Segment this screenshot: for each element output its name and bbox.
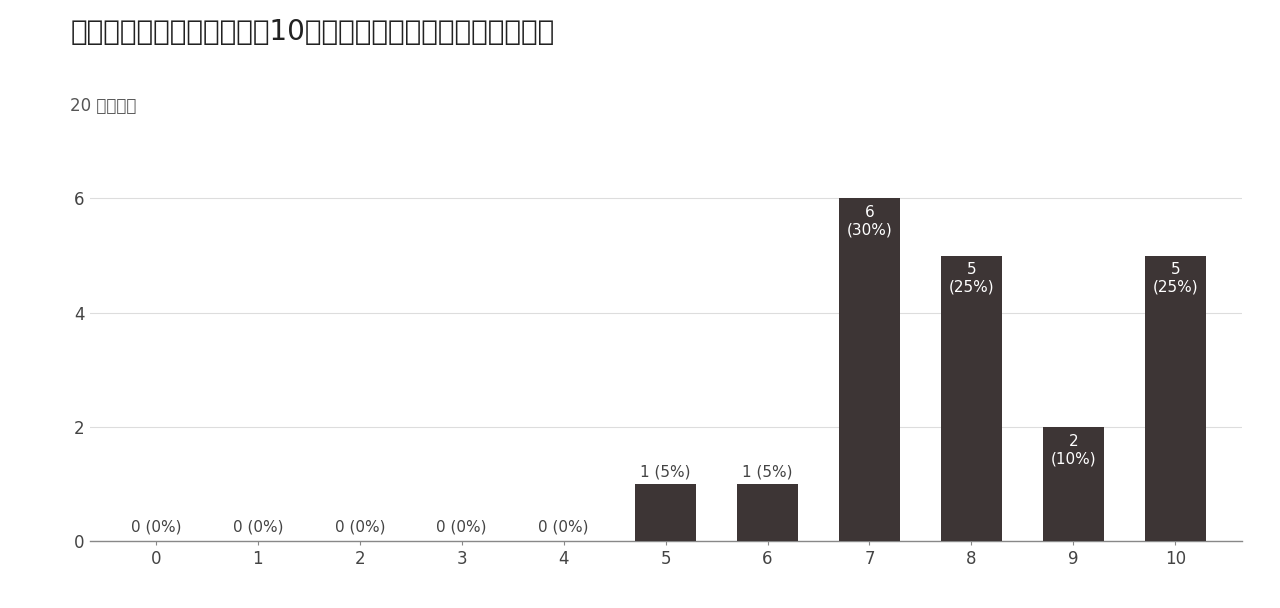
Bar: [737, 484, 799, 541]
Text: 1 (5%): 1 (5%): [640, 465, 691, 480]
Text: 0 (0%): 0 (0%): [539, 519, 589, 534]
Text: 6
(30%): 6 (30%): [846, 206, 892, 238]
Text: 0 (0%): 0 (0%): [131, 519, 180, 534]
Text: 5
(25%): 5 (25%): [948, 263, 995, 295]
Bar: [941, 255, 1002, 541]
Bar: [1043, 427, 1103, 541]
Text: 0 (0%): 0 (0%): [233, 519, 283, 534]
Text: 0 (0%): 0 (0%): [334, 519, 385, 534]
Text: 大学生活全体を振り返って10点満点で自己評価してください。: 大学生活全体を振り返って10点満点で自己評価してください。: [70, 18, 554, 46]
Text: 20 件の回答: 20 件の回答: [70, 97, 137, 116]
Bar: [1144, 255, 1206, 541]
Text: 0 (0%): 0 (0%): [436, 519, 486, 534]
Text: 1 (5%): 1 (5%): [742, 465, 792, 480]
Bar: [838, 198, 900, 541]
Text: 2
(10%): 2 (10%): [1051, 434, 1096, 466]
Bar: [635, 484, 696, 541]
Text: 5
(25%): 5 (25%): [1152, 263, 1198, 295]
